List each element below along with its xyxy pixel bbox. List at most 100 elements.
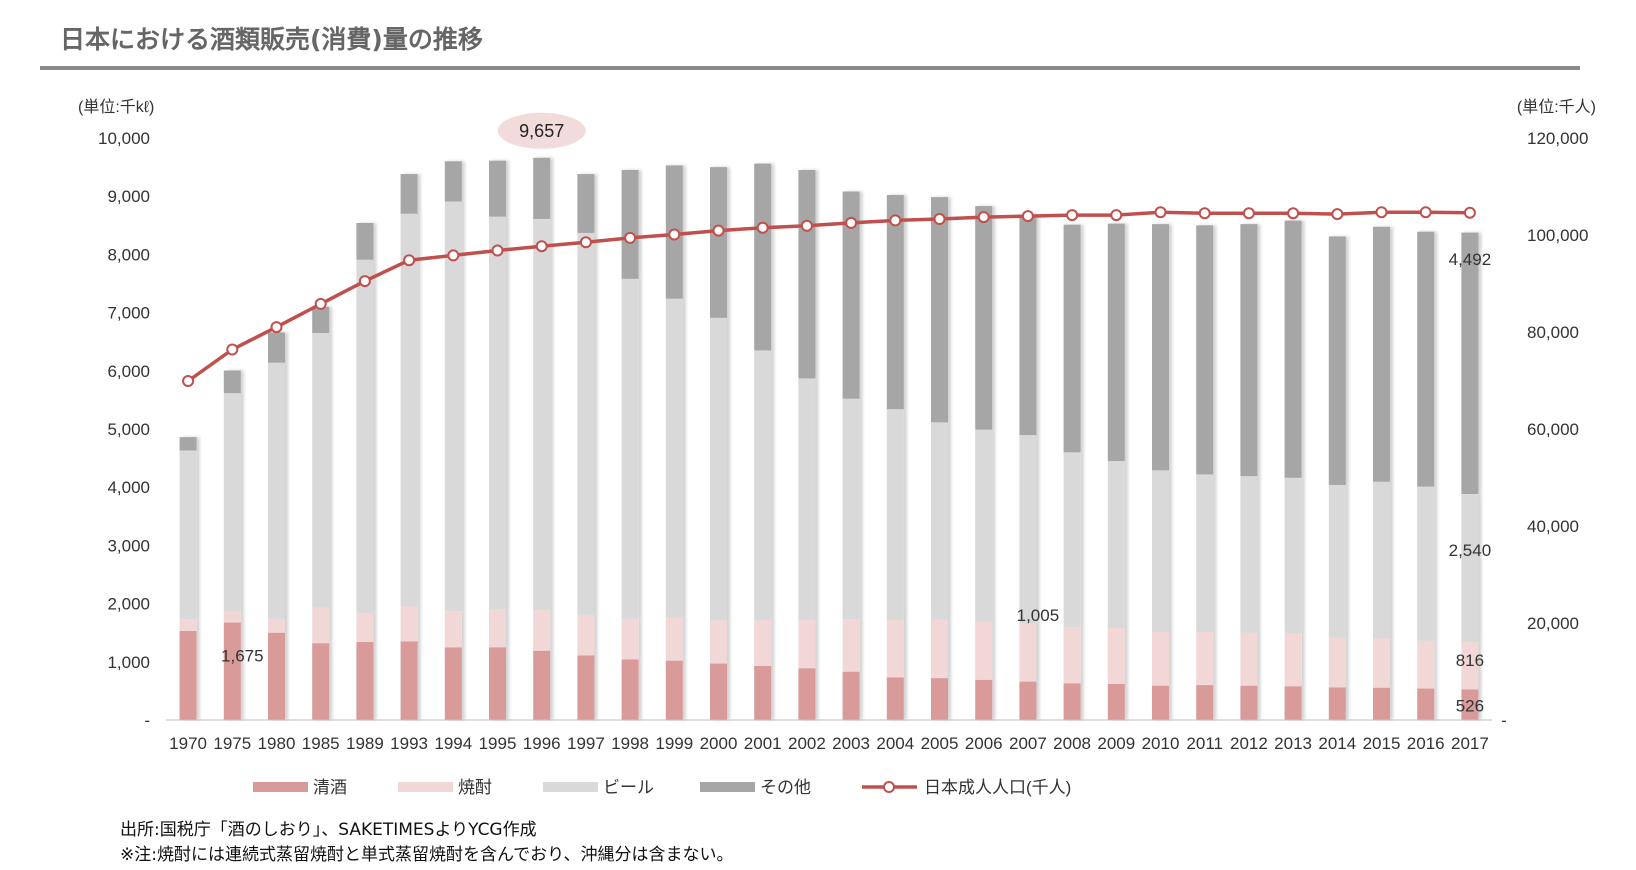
data-label: 1,005: [1017, 606, 1060, 625]
legend: 清酒 焼酎 ビール その他 日本成人人口(千人): [253, 778, 1071, 797]
population-marker: [712, 224, 725, 237]
legend-label: 清酒: [313, 778, 347, 797]
bar-segment: [665, 617, 683, 661]
bar-stack: [1196, 225, 1214, 720]
bar-segment: [1019, 681, 1037, 720]
population-marker: [1375, 206, 1388, 219]
bar-segment: [665, 660, 683, 720]
bar-segment: [975, 621, 993, 680]
y-tick-label: 10,000: [98, 129, 150, 148]
bar-stack: [1019, 214, 1037, 720]
x-tick-label: 1993: [390, 734, 428, 753]
legend-item: その他: [700, 778, 811, 797]
bar-segment: [931, 422, 948, 620]
bar-segment: [1019, 623, 1037, 682]
bar-segment: [975, 206, 993, 430]
bar-segment: [223, 393, 241, 612]
bar-segment: [444, 161, 462, 202]
bar-segment: [842, 619, 860, 672]
x-tick-label: 1996: [523, 734, 561, 753]
bar-segment: [179, 619, 197, 631]
bar-stack: [533, 157, 551, 720]
bar-segment: [444, 611, 462, 648]
y-tick-label: 9,000: [107, 187, 150, 206]
bar-segment: [931, 619, 948, 679]
population-marker: [1463, 206, 1476, 219]
x-tick-label: 2001: [744, 734, 782, 753]
x-tick-label: 1995: [479, 734, 517, 753]
bar-segment: [268, 362, 285, 619]
x-tick-label: 1989: [346, 734, 384, 753]
bar-segment: [1373, 226, 1390, 482]
bar-segment: [1328, 484, 1346, 638]
population-marker: [270, 321, 283, 334]
bar-segment: [1152, 224, 1169, 471]
bar-segment: [842, 398, 860, 620]
population-marker: [447, 249, 460, 262]
y2-tick-label: 20,000: [1527, 614, 1579, 633]
bar-segment: [268, 618, 285, 633]
bar-stack: [1461, 232, 1479, 720]
y-tick-label: 1,000: [107, 653, 150, 672]
bar-segment: [621, 278, 639, 619]
bar-stack: [710, 167, 727, 720]
population-marker: [1419, 206, 1432, 219]
x-tick-label: 2003: [832, 734, 870, 753]
population-marker: [845, 216, 858, 229]
population-marker: [1242, 207, 1255, 220]
population-marker: [182, 375, 195, 387]
bar-stack: [1063, 224, 1081, 720]
bar-stack: [931, 197, 948, 720]
bar-segment: [621, 659, 639, 720]
population-marker: [977, 211, 990, 224]
x-tick-label: 1999: [655, 734, 693, 753]
bar-segment: [710, 663, 727, 720]
bar-segment: [754, 350, 772, 620]
x-tick-label: 2000: [700, 734, 738, 753]
bar-segment: [975, 679, 993, 720]
bar-segment: [356, 612, 374, 642]
bar-segment: [1107, 683, 1125, 720]
data-label: 9,657: [519, 121, 564, 141]
bar-stack: [179, 437, 197, 720]
bar-segment: [1284, 633, 1302, 687]
bar-stack: [842, 191, 860, 720]
y2-tick-label: -: [1501, 711, 1507, 730]
x-tick-label: 2009: [1097, 734, 1135, 753]
bar-segment: [1107, 628, 1125, 684]
population-marker: [800, 219, 813, 232]
x-tick-label: 1985: [302, 734, 340, 753]
legend-label: その他: [760, 778, 811, 797]
x-tick-label: 2006: [965, 734, 1003, 753]
bar-segment: [1152, 685, 1169, 720]
x-tick-label: 2012: [1230, 734, 1268, 753]
population-marker: [624, 231, 637, 244]
legend-label: 焼酎: [458, 778, 492, 797]
legend-item: 日本成人人口(千人): [862, 778, 1071, 797]
axes-layer: - 1,000 2,000 3,000 4,000 5,000 6,000 7,000 8,00…: [78, 98, 1596, 753]
bar-stack: [1284, 220, 1302, 720]
bar-stack: [665, 165, 683, 720]
bar-segment: [577, 174, 595, 233]
y2-tick-label: 120,000: [1527, 129, 1588, 148]
bar-stack: [577, 174, 595, 720]
bar-segment: [1152, 470, 1169, 633]
bar-segment: [710, 317, 727, 621]
population-marker: [1198, 207, 1211, 220]
x-tick-label: 1975: [213, 734, 251, 753]
y-tick-label: 5,000: [107, 420, 150, 439]
bar-segment: [533, 610, 551, 651]
x-tick-label: 2017: [1451, 734, 1489, 753]
bar-stack: [356, 223, 374, 720]
bar-segment: [400, 213, 418, 607]
legend-item: ビール: [543, 778, 654, 797]
y-unit-label: (単位:千kℓ): [78, 98, 154, 116]
y2-tick-label: 40,000: [1527, 517, 1579, 536]
data-label: 4,492: [1449, 250, 1492, 269]
y-tick-label: -: [144, 711, 150, 730]
bar-segment: [1240, 685, 1258, 720]
bar-stack: [268, 332, 285, 720]
bar-segment: [223, 622, 241, 720]
bar-segment: [1417, 688, 1435, 720]
x-tick-label: 2010: [1142, 734, 1180, 753]
